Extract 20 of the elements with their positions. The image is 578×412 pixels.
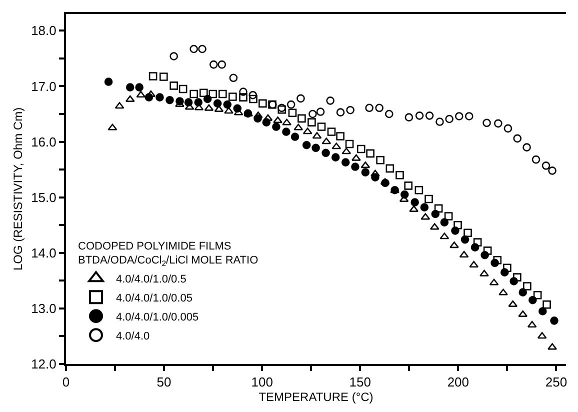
y-tick-label: 13.0 (31, 300, 56, 316)
x-axis-title: TEMPERATURE (°C) (258, 390, 374, 404)
y-tick-label: 14.0 (31, 245, 56, 260)
legend-title: CODOPED POLYIMIDE FILMS BTDA/ODA/CoCl$_{2}$/LiCl MOLE RATIO (78, 240, 259, 268)
x-tick-label: 100 (251, 374, 273, 390)
y-tick-label: 16.0 (31, 134, 56, 150)
x-tick-label: 250 (545, 374, 568, 390)
x-tick-label: 50 (156, 374, 172, 390)
legend-label: 4.0/4.0/1.0/0.5 (116, 273, 186, 286)
y-tick-label: 18.0 (31, 23, 56, 38)
y-tick-label: 17.0 (31, 78, 56, 94)
x-tick-label: 200 (447, 374, 470, 390)
legend-label: 4.0/4.0/1.0/0.05 (116, 292, 192, 304)
y-tick-label: 12.0 (31, 356, 56, 372)
y-tick-label: 15.0 (31, 190, 56, 205)
y-axis-title: LOG (RESISTIVITY, Ohm Cm) (10, 107, 25, 271)
legend-label: 4.0/4.0/1.0/0.005 (116, 311, 199, 324)
x-tick-label: 150 (349, 374, 371, 390)
legend-label: 4.0/4.0 (116, 330, 150, 342)
x-tick-label: 0 (62, 374, 70, 390)
